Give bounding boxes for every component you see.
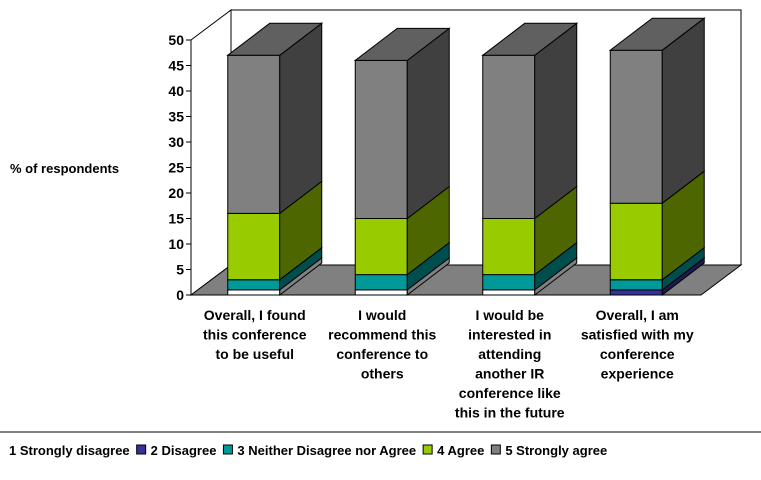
bar-front — [227, 289, 281, 296]
x-category-label-line: another IR — [475, 366, 544, 382]
x-category-label-line: Overall, I am — [596, 307, 679, 323]
bar-segment — [354, 256, 450, 297]
bar-front — [227, 279, 281, 291]
y-tick-label: 25 — [168, 160, 184, 176]
y-tick-label: 15 — [168, 211, 184, 227]
x-category-label-line: conference to — [336, 346, 428, 362]
x-category-label-line: conference — [600, 346, 675, 362]
bar-top — [608, 17, 706, 51]
y-tick-label: 5 — [176, 262, 184, 278]
y-axis-title: % of respondents — [10, 161, 119, 176]
legend-swatch — [490, 444, 501, 455]
y-tick-label: 20 — [168, 185, 184, 201]
legend-item: 3 Neither Disagree nor Agree — [222, 443, 416, 458]
bar-stack — [608, 17, 706, 297]
bar-top — [226, 22, 324, 56]
x-category-label: I would be interested in attending another … — [455, 307, 565, 421]
bar-front — [227, 54, 281, 214]
bar-side — [279, 22, 323, 215]
legend-label: 4 Agree — [437, 443, 484, 458]
bar-front — [609, 202, 663, 281]
y-tick-label: 10 — [168, 236, 184, 252]
bar-segment — [354, 241, 450, 291]
bar-stack — [226, 22, 324, 297]
bar-front — [354, 59, 408, 219]
bar-front — [609, 289, 663, 296]
legend-label: 3 Neither Disagree nor Agree — [237, 443, 416, 458]
bar-front — [354, 274, 408, 291]
x-category-label: Overall, I am satisfied with my conference… — [581, 307, 694, 382]
x-category-label-line: Overall, I found — [204, 307, 306, 323]
bar-front — [609, 49, 663, 204]
legend-label: 2 Disagree — [151, 443, 217, 458]
x-category-label-line: conference like — [459, 385, 561, 401]
legend-label: 5 Strongly agree — [505, 443, 607, 458]
legend-item: 1 Strongly disagree — [9, 443, 130, 458]
bar-stack — [481, 22, 579, 297]
y-tick-label: 0 — [176, 287, 184, 303]
x-category-label-line: attending — [478, 346, 541, 362]
bar-top — [353, 27, 451, 61]
x-category-label-line: to be useful — [215, 346, 294, 362]
x-category-label-line: this conference — [203, 327, 307, 343]
legend-item: 2 Disagree — [136, 443, 217, 458]
x-category-label-line: recommend this — [328, 327, 436, 343]
bars — [226, 17, 706, 297]
legend-item: 4 Agree — [422, 443, 484, 458]
x-category-label-line: this in the future — [455, 405, 565, 421]
x-category-label: I would recommend this conference to others — [328, 307, 436, 382]
bar-side — [534, 22, 578, 220]
y-tick-label: 50 — [168, 32, 184, 48]
x-category-label-line: I would be — [476, 307, 545, 323]
y-tick-label: 45 — [168, 58, 184, 74]
bar-front — [482, 54, 536, 219]
legend-swatch — [222, 444, 233, 455]
x-category-label-line: experience — [601, 366, 674, 382]
x-axis-labels: Overall, I found this conference to be use… — [203, 307, 694, 421]
x-category-label-line: I would — [358, 307, 406, 323]
x-category-label-line: interested in — [468, 327, 551, 343]
bar-segment — [609, 17, 705, 205]
bar-front — [482, 289, 536, 296]
x-category-label: Overall, I found this conference to be use… — [203, 307, 307, 362]
bar-segment — [227, 22, 323, 215]
bar-front — [609, 279, 663, 291]
legend: 1 Strongly disagree 2 Disagree 3 Neither D… — [9, 443, 607, 458]
x-category-label-line: others — [361, 366, 404, 382]
bar-side — [406, 27, 450, 220]
bar-segment — [609, 170, 705, 281]
bar-top — [481, 22, 579, 56]
bar-front — [354, 289, 408, 296]
bar-stack — [353, 27, 451, 297]
y-tick-label: 30 — [168, 134, 184, 150]
bar-front — [482, 274, 536, 291]
legend-item: 5 Strongly agree — [490, 443, 607, 458]
bar-segment — [354, 27, 450, 220]
x-category-label-line: satisfied with my — [581, 327, 694, 343]
legend-swatch — [422, 444, 433, 455]
y-axis: 0 5 10 15 20 25 30 35 40 45 50 — [168, 32, 192, 303]
bar-front — [227, 212, 281, 281]
legend-label: 1 Strongly disagree — [9, 443, 130, 458]
side-wall — [190, 9, 232, 296]
bar-front — [482, 218, 536, 276]
bar-front — [354, 218, 408, 276]
legend-swatch — [136, 444, 147, 455]
bar-segment — [482, 22, 578, 220]
y-tick-label: 40 — [168, 83, 184, 99]
y-tick-label: 35 — [168, 109, 184, 125]
